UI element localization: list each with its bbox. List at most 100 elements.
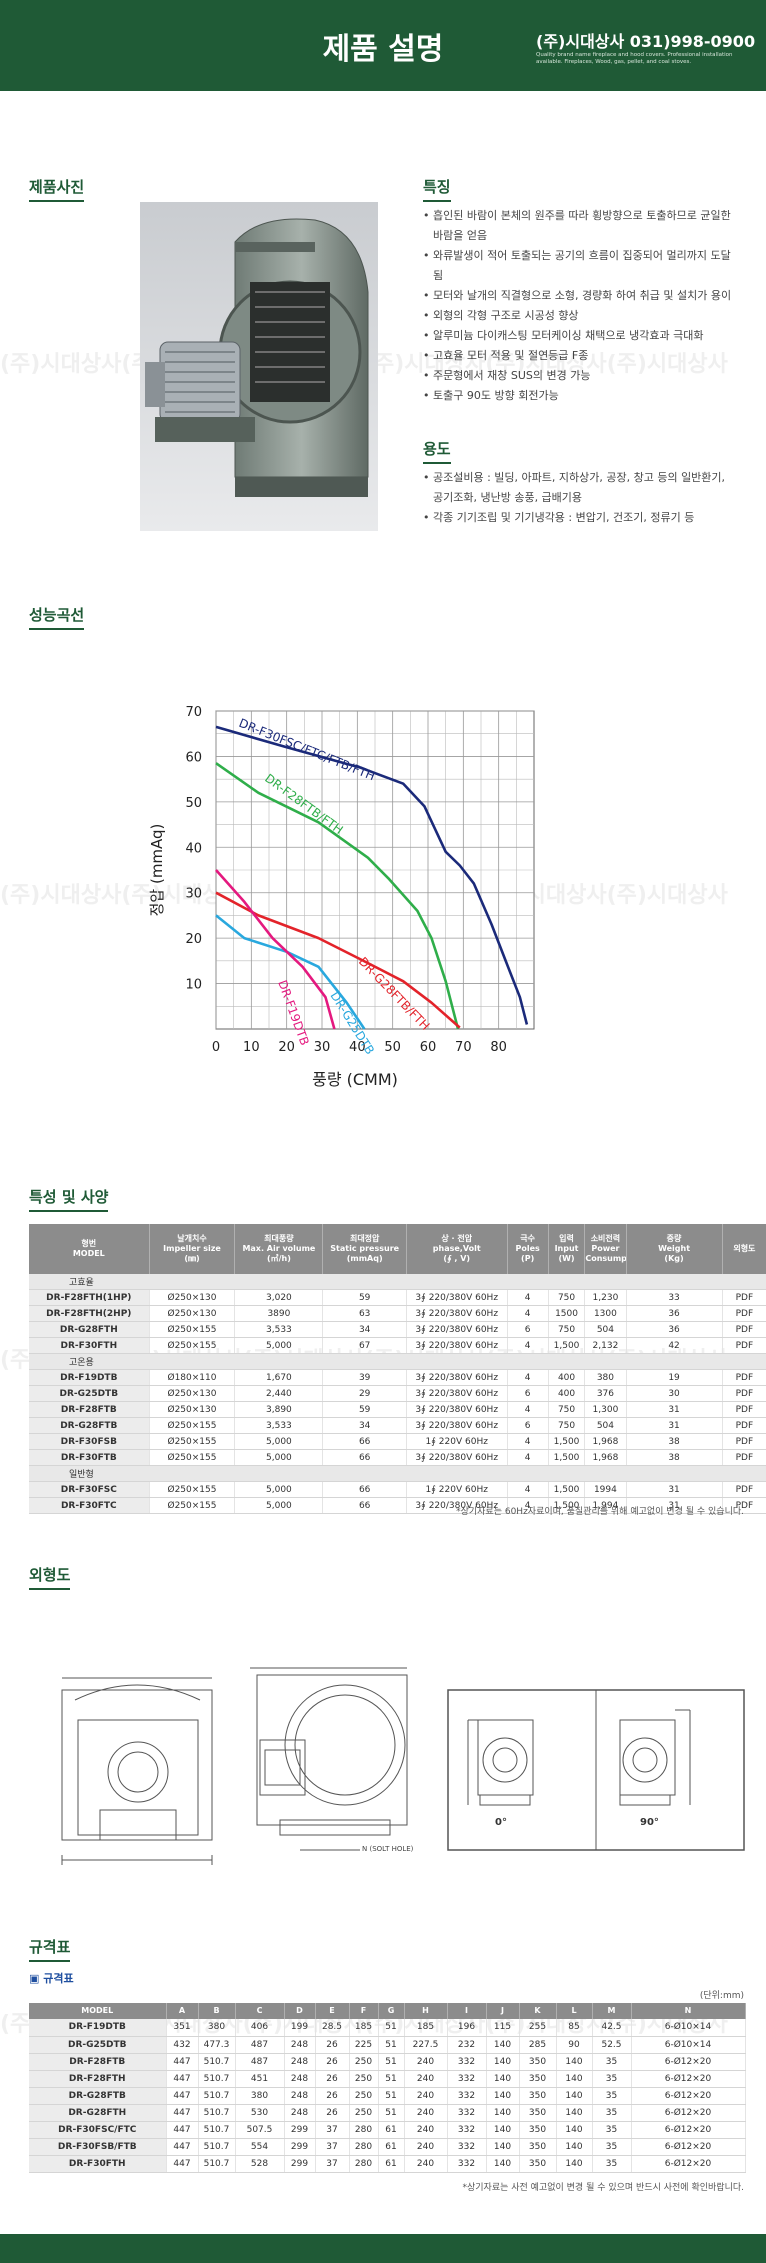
x-tick-label: 80	[490, 1040, 507, 1055]
y-tick-label: 20	[185, 932, 202, 947]
cell: 225	[349, 2036, 379, 2054]
row: DR-F30FSC/FTC 447 510.7 507.5 299 37 280 61 240 3…	[29, 2121, 746, 2139]
header-text: 소비전력	[590, 1234, 621, 1243]
header-cell: D	[284, 2003, 316, 2019]
cell: 299	[284, 2138, 316, 2156]
header-text: 상 · 전압	[441, 1234, 473, 1243]
cell: 1300	[584, 1305, 627, 1322]
unit-label: (단위:mm)	[699, 1991, 744, 2001]
header-text: Static pressure	[330, 1244, 400, 1253]
section-heading: 규격표	[29, 1936, 71, 1962]
cell: 4	[507, 1337, 549, 1354]
cell: Ø250×155	[149, 1481, 236, 1498]
cell: DR-G28FTB	[29, 1417, 150, 1434]
section-cell: 고온용	[29, 1353, 766, 1370]
cell: 380	[235, 2087, 285, 2105]
row: DR-F30FTH Ø250×155 5,000 67 3∮ 220/380V 60Hz…	[29, 1337, 766, 1354]
cell: 42.5	[592, 2019, 632, 2037]
cell: 3∮ 220/380V 60Hz	[406, 1337, 508, 1354]
cell: 487	[235, 2036, 285, 2054]
cell: 6	[507, 1385, 549, 1402]
cell: 37	[315, 2121, 350, 2139]
product-photo	[140, 202, 378, 531]
cell: 6-Ø12×20	[631, 2070, 746, 2088]
cell: 31	[626, 1497, 723, 1514]
performance-chart: 0 10 20 30 40 50 60 70 80 10 20 30 40 50 60 70 풍량 (CMM) 정…	[148, 705, 535, 1089]
row: DR-F30FTB Ø250×155 5,000 66 3∮ 220/380V 60Hz…	[29, 1449, 766, 1466]
cell: 4	[507, 1497, 549, 1514]
header-cell: C	[235, 2003, 285, 2019]
cell: 380	[584, 1369, 627, 1386]
cell: 3∮ 220/380V 60Hz	[406, 1369, 508, 1386]
header-cell: 날개치수 Impeller size (㎜)	[149, 1224, 236, 1274]
cell: 3∮ 220/380V 60Hz	[406, 1385, 508, 1402]
header-text: 최대정압	[349, 1234, 380, 1243]
cell: 61	[378, 2121, 405, 2139]
cell: 332	[447, 2070, 487, 2088]
cell: 4	[507, 1449, 549, 1466]
cell: 350	[519, 2053, 557, 2071]
cell: Ø250×155	[149, 1417, 236, 1434]
cell: Ø250×130	[149, 1305, 236, 1322]
cell: 432	[166, 2036, 199, 2054]
cell: 66	[322, 1449, 407, 1466]
cell: 67	[322, 1337, 407, 1354]
cell: 240	[404, 2121, 448, 2139]
cell: 6-Ø12×20	[631, 2087, 746, 2105]
cell: 63	[322, 1305, 407, 1322]
cell: 250	[349, 2070, 379, 2088]
cell: 29	[322, 1385, 407, 1402]
cell: 140	[556, 2053, 593, 2071]
cell: 510.7	[198, 2121, 236, 2139]
cell: 299	[284, 2121, 316, 2139]
cell: 35	[592, 2138, 632, 2156]
cell: 447	[166, 2070, 199, 2088]
cell: 35	[592, 2087, 632, 2105]
cell: DR-F28FTH	[29, 2070, 167, 2088]
series-line	[215, 762, 460, 1030]
cell: 140	[556, 2138, 593, 2156]
header-cell: B	[198, 2003, 236, 2019]
row: DR-G25DTB 432 477.3 487 248 26 225 51 227.5 232 14…	[29, 2036, 746, 2054]
cell: 140	[486, 2070, 520, 2088]
cell: 510.7	[198, 2070, 236, 2088]
cell: 447	[166, 2104, 199, 2122]
cell: 140	[486, 2138, 520, 2156]
row: DR-F19DTB 351 380 406 199 28.5 185 51 185 196 115 2…	[29, 2019, 746, 2037]
header-text: (∮ , V)	[443, 1254, 471, 1263]
cell: DR-G28FTB	[29, 2087, 167, 2105]
row: DR-F30FSC Ø250×155 5,000 66 1∮ 220V 60Hz 4 1,5…	[29, 1481, 766, 1498]
cell: 510.7	[198, 2053, 236, 2071]
cell: 4	[507, 1401, 549, 1418]
y-tick-label: 10	[185, 978, 202, 993]
watermark: (주)시대상사	[0, 352, 122, 377]
section-heading: 성능곡선	[29, 604, 85, 630]
header-text: Power	[591, 1244, 620, 1253]
cell: PDF	[722, 1369, 766, 1386]
header-text: (㎜)	[184, 1254, 200, 1263]
cell: 42	[626, 1337, 723, 1354]
cell: 31	[626, 1417, 723, 1434]
cell: Ø250×155	[149, 1497, 236, 1514]
cell: 30	[626, 1385, 723, 1402]
cell: 248	[284, 2104, 316, 2122]
list-item: 와류발생이 적어 토출되는 공기의 흐름이 집중되어 멀리까지 도달됨	[423, 246, 733, 286]
cell: 477.3	[198, 2036, 236, 2054]
cell: 6	[507, 1417, 549, 1434]
row: DR-F28FTB Ø250×130 3,890 59 3∮ 220/380V 60Hz…	[29, 1401, 766, 1418]
cell: 4	[507, 1481, 549, 1498]
cell: 255	[519, 2019, 557, 2037]
x-tick-label: 70	[455, 1040, 472, 1055]
cell: 140	[486, 2036, 520, 2054]
cell: 6-Ø10×14	[631, 2036, 746, 2054]
cell: Ø250×130	[149, 1385, 236, 1402]
cell: 66	[322, 1481, 407, 1498]
cell: 350	[519, 2138, 557, 2156]
cell: 5,000	[234, 1481, 324, 1498]
cell: 3,533	[234, 1321, 324, 1338]
list-item: 흡인된 바람이 본체의 원주를 따라 횡방향으로 토출하므로 균일한 바람을 얻…	[423, 206, 733, 246]
cell: 510.7	[198, 2138, 236, 2156]
cell: DR-F28FTH(1HP)	[29, 1289, 150, 1306]
cell: 2,440	[234, 1385, 324, 1402]
